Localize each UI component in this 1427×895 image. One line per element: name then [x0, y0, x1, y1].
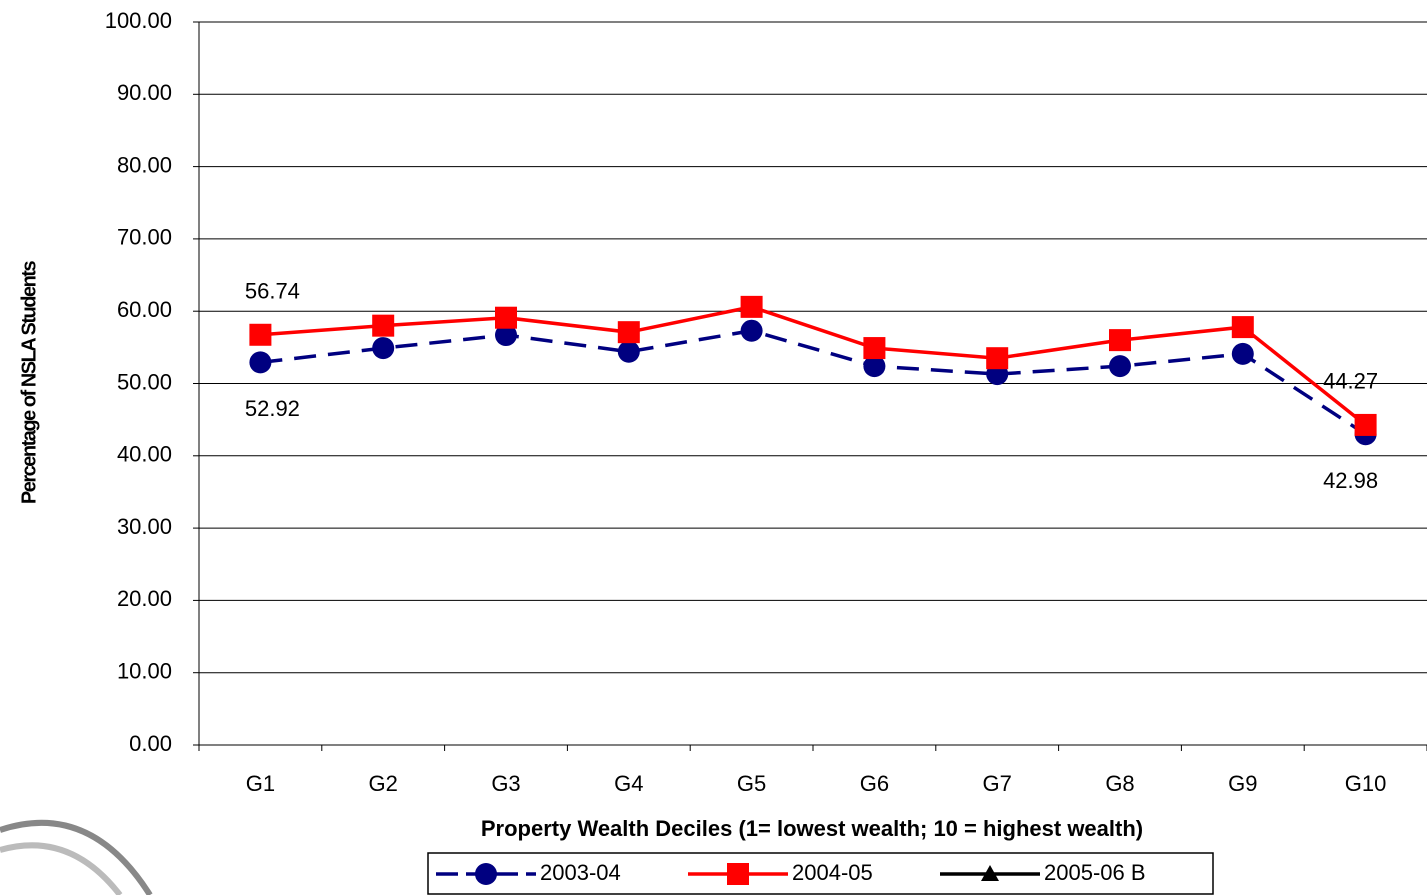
y-tick-label: 80.00 [117, 152, 172, 177]
legend-label: 2005-06 B [1044, 860, 1146, 885]
y-axis-title: Percentage of NSLA Students [18, 261, 40, 505]
x-tick-label: G1 [246, 771, 275, 796]
point [863, 355, 886, 378]
x-tick-label: G2 [369, 771, 398, 796]
y-tick-label: 40.00 [117, 442, 172, 467]
point [617, 321, 640, 344]
legend-marker [727, 863, 749, 885]
y-tick-label: 10.00 [117, 659, 172, 684]
point [986, 347, 1009, 370]
y-tick-label: 90.00 [117, 80, 172, 105]
y-tick-label: 50.00 [117, 369, 172, 394]
point [249, 323, 272, 346]
data-label: 56.74 [245, 279, 300, 304]
point [1109, 355, 1131, 378]
y-tick-label: 70.00 [117, 225, 172, 250]
series-line [260, 328, 1367, 436]
point [372, 314, 395, 337]
point [863, 337, 886, 360]
data-label: 52.92 [245, 396, 300, 421]
point [740, 295, 763, 318]
legend [427, 852, 1214, 895]
series-line [260, 305, 1367, 427]
point [740, 319, 763, 342]
point [1231, 316, 1254, 339]
y-tick-label: 30.00 [117, 514, 172, 539]
y-tick-label: 0.00 [129, 731, 172, 756]
x-tick-label: G6 [860, 771, 889, 796]
data-label: 44.27 [1323, 369, 1378, 394]
x-axis-title: Property Wealth Deciles (1= lowest wealt… [481, 816, 1143, 841]
x-tick-label: G9 [1228, 771, 1257, 796]
y-tick-label: 60.00 [117, 297, 172, 322]
point [1231, 342, 1254, 365]
legend-label: 2004-05 [792, 860, 873, 885]
y-tick-label: 100.00 [105, 8, 172, 33]
point [1109, 329, 1131, 352]
y-tick-label: 20.00 [117, 586, 172, 611]
legend-marker [981, 865, 999, 881]
x-tick-label: G10 [1345, 771, 1387, 796]
legend-marker [475, 863, 497, 885]
point [495, 324, 517, 347]
x-tick-label: G7 [983, 771, 1012, 796]
legend-label: 2003-04 [540, 860, 621, 885]
point [1354, 413, 1377, 436]
point [372, 337, 395, 360]
point [249, 351, 272, 374]
point [495, 306, 517, 329]
x-tick-label: G8 [1105, 771, 1134, 796]
x-tick-label: G3 [491, 771, 520, 796]
x-tick-label: G5 [737, 771, 766, 796]
x-tick-label: G4 [614, 771, 643, 796]
point [617, 340, 640, 363]
data-label: 42.98 [1323, 468, 1378, 493]
logo [0, 819, 153, 895]
